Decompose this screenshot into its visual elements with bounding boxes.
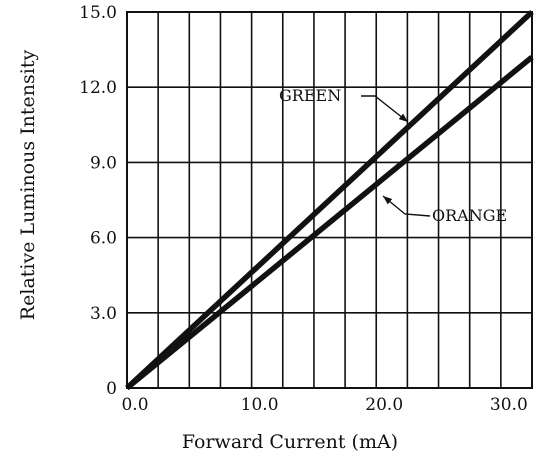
x-tick-label-0: 0.0 — [121, 395, 148, 415]
annotations: GREEN ORANGE — [279, 86, 507, 225]
series-line-orange — [125, 54, 534, 391]
x-tick-label-2: 20.0 — [365, 395, 403, 415]
y-tick-label-5: 15.0 — [79, 3, 117, 23]
y-tick-label-1: 3.0 — [90, 304, 117, 324]
arrowhead-green — [398, 113, 408, 122]
leader-line-orange — [382, 195, 431, 217]
y-tick-label-0: 0 — [106, 379, 117, 399]
y-axis-label: Relative Luminous Intensity — [17, 50, 39, 321]
leader-line-green — [361, 95, 409, 123]
x-tick-label-1: 10.0 — [241, 395, 279, 415]
plot-frame — [126, 11, 533, 389]
series-lines — [125, 9, 534, 391]
tick-labels: 0.0 10.0 20.0 30.0 0 3.0 6.0 9.0 12.0 15.0 — [79, 3, 528, 415]
y-tick-label-3: 9.0 — [90, 153, 117, 173]
annotation-label-green: GREEN — [279, 86, 341, 105]
series-line-green — [125, 9, 534, 391]
x-axis-label: Forward Current (mA) — [182, 431, 398, 453]
y-tick-label-2: 6.0 — [90, 229, 117, 249]
annotation-label-orange: ORANGE — [432, 206, 507, 225]
arrowhead-orange — [383, 196, 393, 205]
grid — [126, 11, 533, 389]
x-tick-label-3: 30.0 — [490, 395, 528, 415]
y-tick-label-4: 12.0 — [79, 78, 117, 98]
